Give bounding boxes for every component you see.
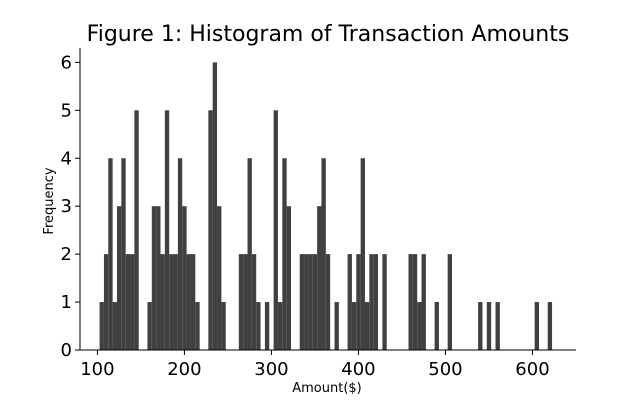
x-ticks-group: 100 200 300 400 500 600 — [80, 350, 550, 380]
histogram-bar — [125, 254, 131, 350]
histogram-bar — [108, 158, 113, 350]
y-tick-label: 1 — [61, 292, 72, 313]
y-tick-label: 2 — [61, 244, 72, 265]
x-tick-label: 300 — [254, 359, 288, 380]
histogram-bar — [299, 254, 305, 350]
histogram-bar — [417, 302, 422, 350]
histogram-bar — [434, 302, 439, 350]
x-tick-label: 600 — [515, 359, 549, 380]
histogram-bar — [277, 302, 283, 350]
chart-title: Figure 1: Histogram of Transaction Amoun… — [87, 22, 570, 47]
histogram-bar — [282, 158, 287, 350]
histogram-bar — [112, 302, 117, 350]
x-axis-label: Amount($) — [292, 381, 362, 396]
x-tick-label: 200 — [167, 359, 201, 380]
histogram-bar — [351, 302, 357, 350]
y-ticks-group: 0 1 2 3 4 5 6 — [61, 52, 80, 361]
histogram-bar — [130, 254, 135, 350]
histogram-bar — [217, 206, 222, 350]
y-tick-label: 4 — [61, 148, 72, 169]
histogram-bar — [190, 254, 196, 350]
histogram-bar — [334, 302, 339, 350]
x-tick-label: 100 — [80, 359, 114, 380]
histogram-bar — [273, 110, 278, 350]
histogram-bar — [312, 254, 318, 350]
histogram-bar — [156, 206, 161, 350]
x-tick-label: 500 — [428, 359, 462, 380]
bars-group — [99, 62, 553, 350]
histogram-bar — [238, 254, 244, 350]
histogram-bar — [308, 254, 313, 350]
histogram-bar — [212, 62, 218, 350]
histogram-bar — [264, 302, 270, 350]
histogram-bar — [321, 158, 326, 350]
histogram-bar — [103, 254, 109, 350]
histogram-bar — [486, 302, 492, 350]
histogram-bar — [478, 302, 483, 350]
histogram-bar — [251, 254, 257, 350]
histogram-bar — [256, 302, 261, 350]
y-tick-label: 3 — [61, 196, 72, 217]
histogram-bar — [360, 158, 365, 350]
histogram-bar — [186, 254, 191, 350]
x-tick-label: 400 — [341, 359, 375, 380]
histogram-bar — [221, 302, 226, 350]
histogram-bar — [369, 254, 374, 350]
histogram-bar — [286, 206, 292, 350]
histogram-bar — [182, 206, 187, 350]
histogram-bar — [99, 302, 104, 350]
histogram-bar — [151, 206, 157, 350]
histogram-bar — [164, 110, 170, 350]
histogram-bar — [347, 254, 352, 350]
histogram-bar — [547, 302, 553, 350]
histogram-bar — [364, 302, 370, 350]
histogram-bar — [304, 254, 309, 350]
histogram-bar — [121, 158, 126, 350]
histogram-bar — [447, 254, 452, 350]
histogram-bar — [382, 254, 387, 350]
histogram-bar — [208, 110, 213, 350]
histogram-bar — [534, 302, 540, 350]
histogram-bar — [195, 302, 200, 350]
histogram-bar — [177, 158, 183, 350]
histogram-bar — [495, 302, 500, 350]
histogram-bar — [247, 158, 252, 350]
histogram-bar — [160, 254, 165, 350]
y-tick-label: 0 — [61, 340, 72, 361]
histogram-bar — [243, 254, 248, 350]
y-tick-label: 5 — [61, 100, 72, 121]
histogram-bar — [412, 254, 418, 350]
histogram-bar — [373, 254, 379, 350]
histogram-bar — [173, 254, 178, 350]
histogram-bar — [421, 254, 426, 350]
histogram-bar — [147, 302, 152, 350]
histogram-bar — [134, 110, 139, 350]
y-tick-label: 6 — [61, 52, 72, 73]
y-axis-label: Frequency — [42, 167, 57, 234]
histogram-bar — [317, 206, 322, 350]
histogram-bar — [116, 206, 122, 350]
histogram-bar — [169, 254, 174, 350]
histogram-bar — [408, 254, 413, 350]
histogram-bar — [325, 254, 331, 350]
histogram-bar — [356, 254, 361, 350]
